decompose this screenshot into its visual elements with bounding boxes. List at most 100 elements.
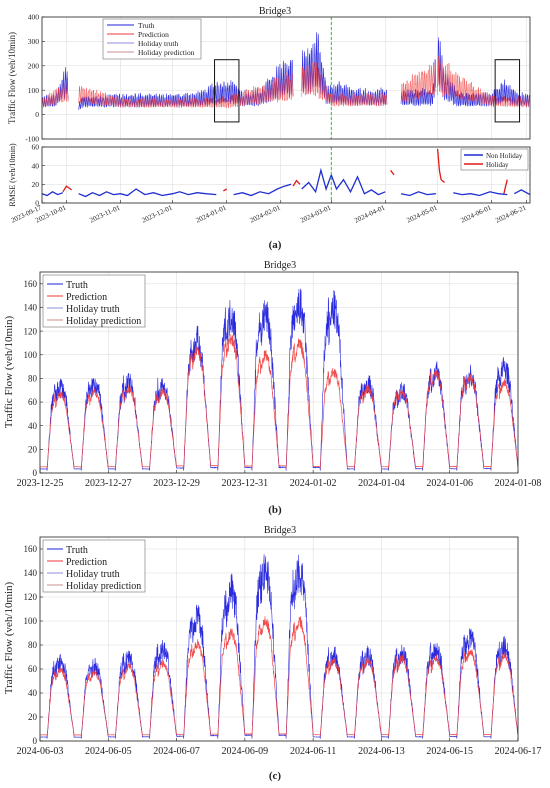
panel-a-top-plot-frame	[41, 16, 531, 140]
panel-a-rmse-tick-label-x: 2024-03-01	[299, 203, 332, 224]
panel-c-tick-label-y: 0	[33, 736, 38, 746]
panel-a-rmse-ylabel: RMSE (veh/10min)	[8, 143, 17, 207]
panel-b-tick-label-x: 2023-12-27	[85, 478, 132, 489]
panel-c-tick-label-y: 80	[28, 640, 38, 650]
panel-b-legend: Truth Prediction Holiday truth Holiday p…	[42, 274, 146, 328]
panel-b-tick-label-y: 140	[24, 303, 38, 313]
panel-a-top-chart: Bridge3 -100 0 100 200 300 400 Traffic Flow (…	[7, 6, 531, 144]
panel-c-tick-label-x: 2024-06-03	[17, 746, 64, 757]
panel-c-tick-label-x: 2024-06-13	[358, 746, 405, 757]
legend-label-holiday: Holiday	[486, 161, 509, 169]
panel-c-tick-label-x: 2024-06-11	[290, 746, 336, 757]
panel-a-rmse-tick-label-x: 2024-01-01	[195, 203, 228, 224]
panel-a-rmse-y-ticks: 0 20 40 60	[32, 143, 45, 208]
panel-a-rmse-tick-label-x: 2024-04-01	[353, 203, 386, 224]
panel-a-top-tick-label-y: 400	[28, 13, 40, 22]
panel-b-tick-label-y: 100	[24, 350, 38, 360]
panel-c-tick-label-y: 140	[24, 568, 38, 578]
panel-c-y-ticks: 0 20 40 60 80 100 120 140 160	[24, 544, 43, 746]
panel-a-rmse-tick-label-y: 40	[32, 161, 40, 170]
panel-b-tick-label-x: 2023-12-25	[17, 478, 64, 489]
panel-c-title: Bridge3	[264, 525, 296, 536]
legend-label-non-holiday: Non Holiday	[486, 152, 523, 160]
panel-a-rmse-series-holiday	[503, 179, 508, 194]
panel-c-ylabel: Traffic Flow (veh/10min)	[3, 581, 15, 694]
panel-b-tick-label-y: 40	[28, 421, 38, 431]
caption-c: (c)	[269, 770, 282, 782]
panel-b-tick-label-x: 2024-01-02	[290, 478, 337, 489]
panel-a-top-tick-label-y: 200	[28, 61, 40, 70]
legend-label-holiday-prediction: Holiday prediction	[66, 581, 141, 592]
panel-a-top-tick-label-y: 100	[28, 86, 40, 95]
panel-a-rmse-legend: Non Holiday Holiday	[460, 148, 529, 171]
panel-b-title: Bridge3	[264, 260, 296, 271]
legend-label-prediction: Prediction	[66, 557, 107, 568]
panel-a-rmse-tick-label-x: 2023-12-01	[141, 203, 174, 224]
panel-b-tick-label-x: 2023-12-29	[153, 478, 200, 489]
panel-b-tick-label-y: 20	[28, 445, 38, 455]
panel-a-top-tick-label-y: 0	[35, 110, 39, 119]
panel-a-rmse-series-non-holiday	[233, 183, 292, 197]
panel-a-top-tick-label-y: -100	[25, 135, 39, 144]
panel-c-tick-label-x: 2024-06-05	[85, 746, 132, 757]
panel-c-tick-label-x: 2024-06-15	[426, 746, 473, 757]
panel-a-title: Bridge3	[259, 6, 291, 17]
panel-c-tick-label-x: 2024-06-09	[222, 746, 269, 757]
panel-b-tick-label-x: 2024-01-06	[426, 478, 473, 489]
panel-a-rmse-series-non-holiday	[400, 191, 436, 197]
panel-a-top-zoom-box	[494, 59, 521, 123]
panel-c-tick-label-y: 120	[24, 592, 38, 602]
panel-a-rmse-series-holiday	[390, 169, 395, 176]
panel-a-rmse-tick-label-y: 0	[35, 199, 39, 208]
panel-c-series-prediction	[39, 616, 519, 737]
legend-label-prediction: Prediction	[138, 30, 169, 39]
panel-b-series-prediction	[39, 334, 519, 469]
panel-b-tick-label-y: 0	[33, 468, 38, 478]
panel-b-tick-label-y: 160	[24, 279, 38, 289]
panel-b-chart: Bridge3 0 20 40 60 80 100 120 140 160 2023-12-25…	[3, 260, 541, 489]
panel-b-series	[39, 288, 519, 471]
panel-a-rmse-series	[41, 148, 531, 198]
panel-a-rmse-series-non-holiday	[453, 191, 508, 197]
panel-c-tick-label-x: 2024-06-07	[153, 746, 200, 757]
legend-label-holiday-prediction: Holiday prediction	[138, 48, 195, 57]
panel-a-rmse-tick-label-x: 2024-05-01	[405, 203, 438, 224]
panel-c-tick-label-y: 40	[28, 688, 38, 698]
panel-c-tick-label-y: 60	[28, 664, 38, 674]
panel-c-tick-label-y: 160	[24, 544, 38, 554]
panel-b-tick-label-x: 2023-12-31	[222, 478, 269, 489]
panel-b-x-ticks: 2023-12-25 2023-12-27 2023-12-29 2023-12-31…	[17, 470, 542, 489]
legend-label-truth: Truth	[66, 280, 88, 291]
panel-b-tick-label-y: 60	[28, 397, 38, 407]
panel-c-x-ticks: 2024-06-03 2024-06-05 2024-06-07 2024-06-09…	[17, 738, 542, 757]
panel-c-tick-label-y: 100	[24, 616, 38, 626]
legend-label-truth: Truth	[138, 21, 155, 30]
legend-label-holiday-truth: Holiday truth	[138, 39, 178, 48]
panel-a-rmse-tick-label-x: 2023-11-01	[89, 203, 122, 224]
panel-b-plot-frame	[39, 271, 519, 474]
panel-a-rmse-plot-frame	[41, 146, 531, 204]
panel-b-tick-label-x: 2024-01-08	[495, 478, 542, 489]
legend-label-holiday-truth: Holiday truth	[66, 569, 120, 580]
legend-label-prediction: Prediction	[66, 292, 107, 303]
legend-label-holiday-prediction: Holiday prediction	[66, 316, 141, 327]
panel-c-chart: Bridge3 0 20 40 60 80 100 120 140 160 2024-06-03…	[3, 525, 541, 757]
panel-c-tick-label-y: 20	[28, 712, 38, 722]
panel-a-rmse-series-non-holiday	[78, 188, 217, 198]
panel-a-rmse-tick-label-x: 2024-06-21	[494, 203, 527, 224]
panel-b-tick-label-x: 2024-01-04	[358, 478, 405, 489]
panel-a-top-series	[41, 32, 531, 111]
panel-a-top-y-ticks: -100 0 100 200 300 400	[25, 13, 45, 144]
panel-a-rmse-series-non-holiday	[513, 189, 531, 196]
panel-a-rmse-tick-label-y: 20	[32, 180, 40, 189]
panel-a-rmse-series-holiday	[62, 185, 72, 193]
panel-c-tick-label-x: 2024-06-17	[495, 746, 542, 757]
panel-c-series	[39, 554, 519, 739]
legend-label-holiday-truth: Holiday truth	[66, 304, 120, 315]
panel-a-top-annotations	[214, 17, 521, 139]
panel-a-rmse-series-holiday	[292, 179, 301, 187]
panel-a-rmse-tick-label-x: 2024-06-01	[460, 203, 493, 224]
